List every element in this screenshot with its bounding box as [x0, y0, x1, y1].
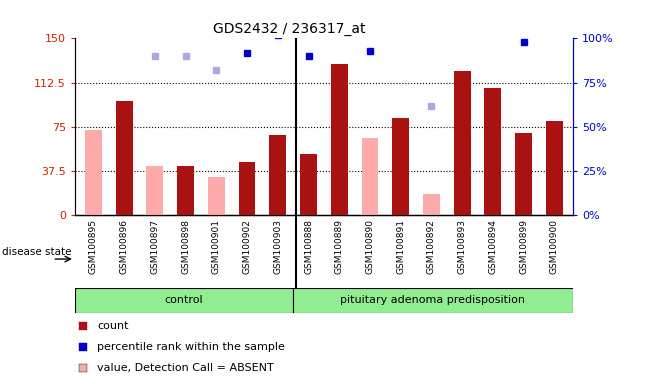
Text: GSM100890: GSM100890: [365, 219, 374, 274]
Bar: [293, 288, 573, 313]
Bar: [270, 135, 286, 215]
Bar: [546, 121, 563, 215]
Bar: [484, 88, 501, 215]
Text: GSM100896: GSM100896: [120, 219, 128, 274]
Text: GSM100903: GSM100903: [273, 219, 283, 274]
Bar: [361, 139, 378, 215]
Text: GSM100900: GSM100900: [550, 219, 559, 274]
Bar: [393, 119, 409, 215]
Bar: [177, 166, 194, 215]
Text: GSM100888: GSM100888: [304, 219, 313, 274]
Title: GDS2432 / 236317_at: GDS2432 / 236317_at: [213, 22, 365, 36]
Bar: [238, 162, 255, 215]
Text: disease state: disease state: [1, 247, 71, 257]
Text: count: count: [97, 321, 128, 331]
Text: value, Detection Call = ABSENT: value, Detection Call = ABSENT: [97, 363, 274, 373]
Text: GSM100895: GSM100895: [89, 219, 98, 274]
Text: GSM100892: GSM100892: [427, 219, 436, 273]
Bar: [75, 288, 293, 313]
Text: control: control: [165, 295, 203, 306]
Bar: [85, 130, 102, 215]
Text: GSM100891: GSM100891: [396, 219, 405, 274]
Text: percentile rank within the sample: percentile rank within the sample: [97, 343, 285, 353]
Bar: [300, 154, 317, 215]
Bar: [331, 64, 348, 215]
Text: GSM100893: GSM100893: [458, 219, 467, 274]
Text: GSM100889: GSM100889: [335, 219, 344, 274]
Bar: [515, 132, 532, 215]
Bar: [454, 71, 471, 215]
Bar: [146, 166, 163, 215]
Text: GSM100902: GSM100902: [243, 219, 251, 273]
Text: GSM100898: GSM100898: [181, 219, 190, 274]
Bar: [116, 101, 133, 215]
Text: GSM100899: GSM100899: [519, 219, 528, 274]
Text: GSM100901: GSM100901: [212, 219, 221, 274]
Text: GSM100894: GSM100894: [488, 219, 497, 273]
Text: GSM100897: GSM100897: [150, 219, 159, 274]
Bar: [208, 177, 225, 215]
Bar: [423, 194, 440, 215]
Text: pituitary adenoma predisposition: pituitary adenoma predisposition: [340, 295, 525, 306]
